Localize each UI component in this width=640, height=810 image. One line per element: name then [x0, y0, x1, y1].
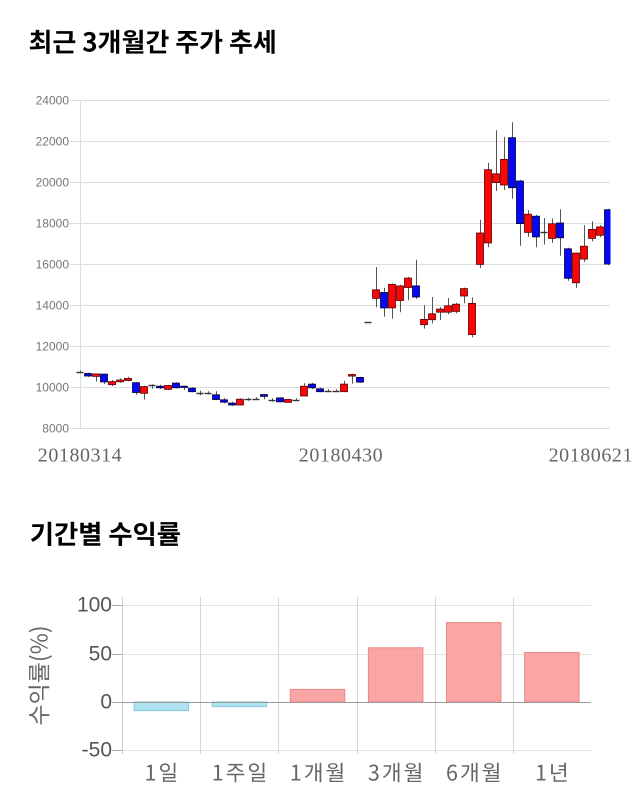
svg-text:20180430: 20180430	[299, 445, 383, 467]
svg-text:10000: 10000	[36, 381, 70, 395]
svg-text:0: 0	[100, 691, 112, 714]
svg-text:-50: -50	[82, 739, 112, 762]
svg-text:20000: 20000	[36, 176, 70, 190]
svg-text:16000: 16000	[36, 258, 70, 272]
svg-text:18000: 18000	[36, 217, 70, 231]
svg-text:12000: 12000	[36, 340, 70, 354]
svg-text:20180621: 20180621	[549, 445, 633, 467]
svg-text:8000: 8000	[42, 422, 69, 436]
svg-text:50: 50	[89, 643, 112, 666]
svg-text:22000: 22000	[36, 135, 70, 149]
svg-text:20180314: 20180314	[38, 445, 122, 467]
svg-text:100: 100	[77, 594, 112, 617]
svg-text:24000: 24000	[36, 94, 70, 108]
svg-text:14000: 14000	[36, 299, 70, 313]
